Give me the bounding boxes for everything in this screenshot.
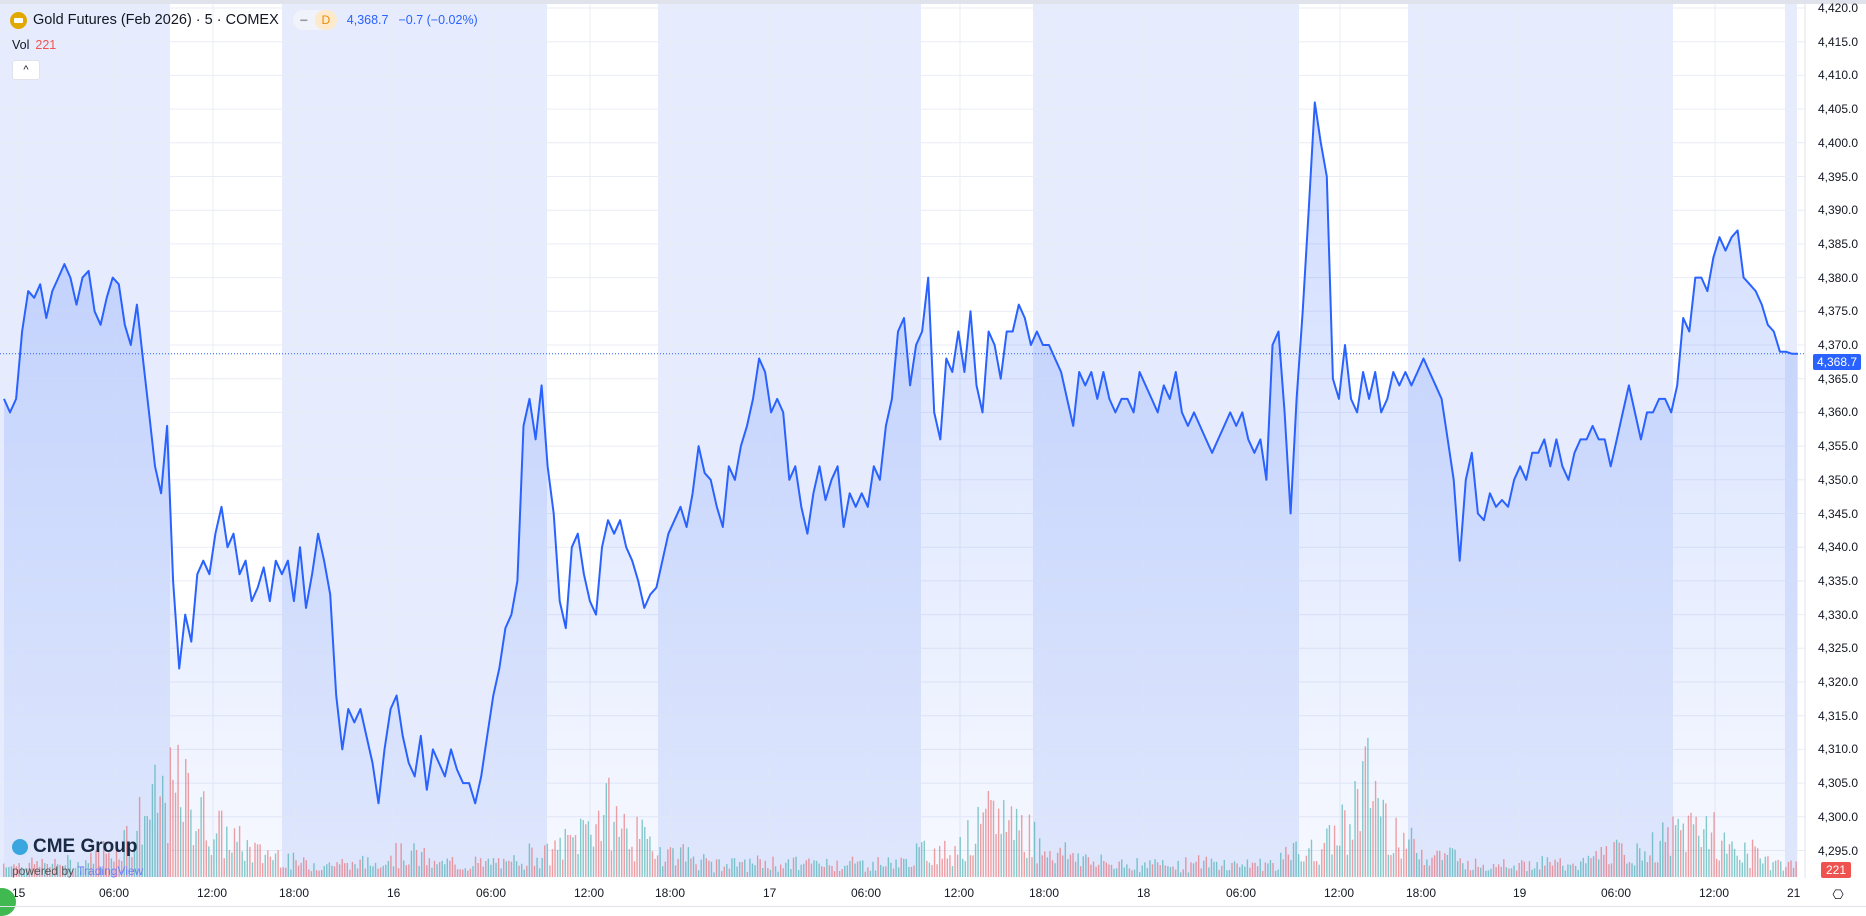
price-tick: 4,385.0 <box>1818 236 1859 251</box>
price-tick: 4,405.0 <box>1818 102 1859 117</box>
time-tick: 18:00 <box>655 886 686 900</box>
price-tick: 4,300.0 <box>1818 809 1859 824</box>
price-change: −0.7 (−0.02%) <box>398 13 478 27</box>
price-tick: 4,370.0 <box>1818 338 1859 352</box>
price-tick: 4,400.0 <box>1818 135 1859 150</box>
time-tick: 15 <box>12 886 26 900</box>
gold-coin-icon <box>10 11 27 29</box>
time-tick: 18 <box>1137 886 1151 900</box>
price-tick: 4,335.0 <box>1818 573 1859 588</box>
settings-icon[interactable]: ⎔ <box>1832 887 1844 902</box>
interval-badge[interactable]: D <box>314 10 337 30</box>
time-tick: 06:00 <box>99 886 130 900</box>
volume-legend: Vol 221 <box>12 38 56 52</box>
price-tick: 4,410.0 <box>1818 68 1859 83</box>
price-tick: 4,420.0 <box>1818 1 1859 15</box>
price-tick: 4,325.0 <box>1818 641 1859 656</box>
time-tick: 12:00 <box>1324 886 1355 900</box>
logo-text: CME Group <box>33 836 138 857</box>
time-tick: 17 <box>763 886 777 900</box>
price-tick: 4,315.0 <box>1818 708 1859 723</box>
price-tick: 4,320.0 <box>1818 675 1859 689</box>
price-tick: 4,340.0 <box>1818 540 1859 555</box>
price-tick: 4,305.0 <box>1818 776 1859 791</box>
price-tick: 4,365.0 <box>1818 371 1859 386</box>
axis-divider <box>0 906 1866 907</box>
time-tick: 19 <box>1513 886 1527 900</box>
price-tick: 4,295.0 <box>1818 843 1859 858</box>
time-tick: 16 <box>387 886 401 900</box>
price-tick: 4,375.0 <box>1818 304 1859 319</box>
time-tick: 21 <box>1787 886 1801 900</box>
globe-icon <box>12 839 28 855</box>
price-tick: 4,350.0 <box>1818 472 1859 487</box>
time-tick: 12:00 <box>1699 886 1730 900</box>
time-tick: 06:00 <box>1226 886 1257 900</box>
powered-by-text: powered by <box>12 864 75 878</box>
price-tick: 4,390.0 <box>1818 203 1859 218</box>
current-price-tag: 4,368.7 <box>1813 354 1862 370</box>
time-tick: 06:00 <box>1601 886 1632 900</box>
price-line <box>3 101 1798 805</box>
last-price: 4,368.7 <box>346 13 389 27</box>
price-area-fill <box>4 102 1798 877</box>
time-tick: 12:00 <box>197 886 228 900</box>
price-tick: 4,360.0 <box>1818 405 1859 420</box>
volume-value: 221 <box>35 38 57 52</box>
status-indicator[interactable] <box>0 888 16 916</box>
symbol-legend: Gold Futures (Feb 2026) · 5 · COMEX − D … <box>10 10 478 30</box>
current-volume-tag: 221 <box>1821 862 1852 878</box>
time-tick: 18:00 <box>1406 886 1437 900</box>
interval-pill[interactable]: − D <box>292 10 337 30</box>
price-tick: 4,310.0 <box>1818 742 1859 757</box>
time-tick: 18:00 <box>1029 886 1060 900</box>
top-border <box>0 0 1866 4</box>
time-tick: 12:00 <box>574 886 605 900</box>
time-tick: 06:00 <box>851 886 882 900</box>
time-tick: 06:00 <box>476 886 507 900</box>
time-tick: 18:00 <box>279 886 310 900</box>
collapse-legend-button[interactable]: ^ <box>12 60 40 80</box>
symbol-title[interactable]: Gold Futures (Feb 2026) · 5 · COMEX <box>33 12 279 28</box>
volume-label: Vol <box>12 38 30 52</box>
price-tick: 4,415.0 <box>1818 34 1859 49</box>
powered-by-tradingview[interactable]: powered by TradingView <box>12 864 143 878</box>
price-tick: 4,355.0 <box>1818 439 1859 454</box>
chevron-up-icon: ^ <box>23 64 29 76</box>
price-tick: 4,330.0 <box>1818 607 1859 622</box>
price-tick: 4,395.0 <box>1818 169 1859 184</box>
volume-bar <box>3 863 5 877</box>
price-tick: 4,345.0 <box>1818 506 1859 521</box>
tradingview-link[interactable]: TradingView <box>77 864 144 878</box>
cme-group-logo[interactable]: CME Group <box>12 836 138 858</box>
time-tick: 12:00 <box>944 886 975 900</box>
price-tick: 4,380.0 <box>1818 270 1859 285</box>
minus-icon[interactable]: − <box>299 12 308 28</box>
